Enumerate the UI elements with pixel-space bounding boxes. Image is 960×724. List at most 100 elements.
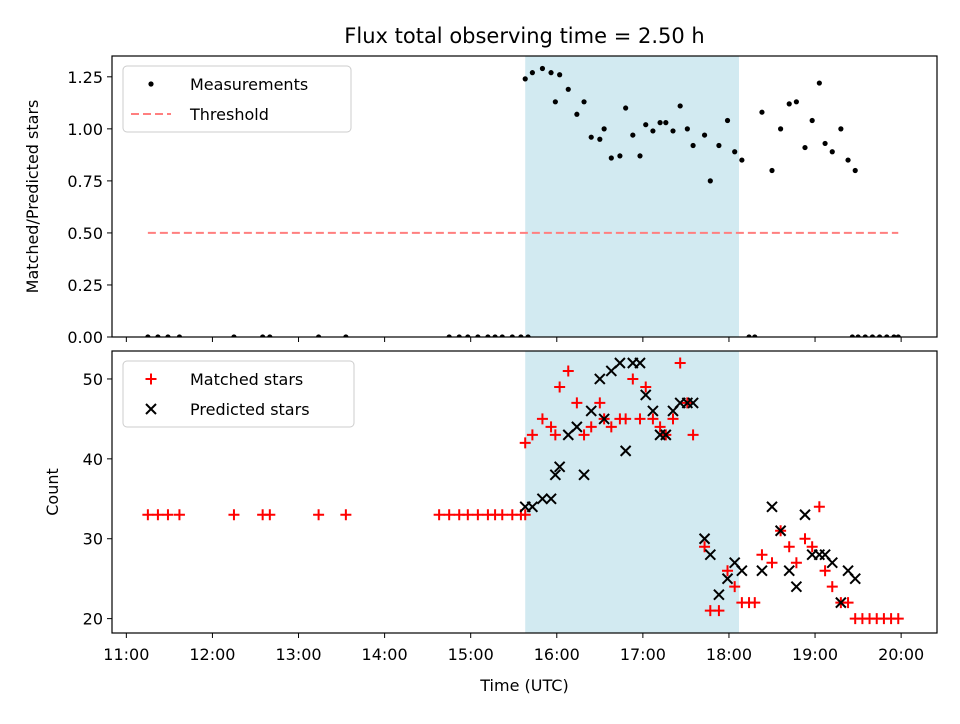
predicted-star-point [766, 501, 778, 513]
ratio-panel: 0.00 0.25 0.50 0.75 1.00 1.25 Matched/Predicte… [23, 55, 938, 347]
predicted-star-point [619, 445, 632, 457]
y-tick-label: 0.75 [67, 172, 103, 191]
x-tick-label: 18:00 [706, 645, 752, 664]
measurement-point [759, 109, 765, 115]
measurement-point [684, 126, 690, 132]
predicted-star-point [790, 580, 803, 593]
measurement-point [809, 117, 815, 124]
measurement-point [485, 334, 491, 337]
x-tick-label: 16:00 [534, 645, 580, 664]
predicted-star-point [660, 429, 672, 441]
matched-star-point [674, 357, 686, 369]
legend: Matched stars Predicted stars [122, 360, 355, 428]
predicted-star-point [835, 596, 847, 609]
x-tick-label: 20:00 [878, 645, 924, 664]
predicted-star-point [553, 461, 566, 473]
predicted-star-point [774, 525, 787, 537]
measurement-point [529, 70, 535, 76]
measurement-point [746, 334, 752, 337]
predicted-star-point [736, 564, 748, 577]
matched-star-point [585, 421, 597, 433]
matched-star-point [340, 509, 352, 521]
measurement-point [522, 76, 528, 82]
legend-label: Measurements [190, 75, 308, 94]
measurement-point [456, 334, 462, 337]
legend-box [122, 360, 355, 428]
measurement-point [895, 334, 901, 337]
matched-star-point [162, 509, 174, 521]
measurement-point [630, 132, 636, 138]
y-axis-label: Matched/Predicted stars [23, 100, 42, 294]
predicted-star-point [585, 405, 597, 417]
measurement-point [637, 153, 643, 159]
measurement-point [786, 101, 792, 107]
matched-star-point [749, 597, 761, 609]
legend-marker-matched [145, 373, 157, 385]
legend-marker-measurements [148, 81, 154, 87]
chart-title: Flux total observing time = 2.50 h [344, 24, 704, 48]
measurement-point [565, 86, 571, 92]
measurement-point [231, 334, 237, 337]
matched-star-point [526, 429, 538, 441]
measurement-point [552, 99, 558, 105]
matched-star-point [627, 373, 639, 385]
x-tick-label: 17:00 [620, 645, 666, 664]
matched-star-point [892, 613, 904, 625]
legend-box [122, 65, 352, 133]
matched-star-point [142, 509, 154, 521]
measurement-point [557, 72, 563, 78]
measurement-point [829, 149, 835, 155]
predicted-star-point [571, 421, 583, 433]
measurement-point [707, 178, 713, 184]
matched-star-point [562, 365, 574, 377]
y-tick-label: 20 [83, 610, 103, 629]
matched-star-point [496, 509, 508, 521]
measurement-point [176, 334, 183, 337]
matched-star-point [640, 381, 652, 393]
matched-star-point [578, 429, 590, 441]
measurement-point [539, 65, 546, 72]
predicted-star-point [578, 469, 590, 481]
matched-star-point [647, 413, 659, 425]
predicted-star-point [698, 533, 711, 545]
matched-star-point [264, 509, 276, 521]
predicted-star-point [826, 556, 838, 569]
matched-star-point [799, 533, 811, 545]
measurement-point [608, 155, 614, 161]
measurement-point [343, 334, 349, 337]
y-tick-label: 30 [83, 530, 103, 549]
matched-star-point [783, 541, 795, 553]
matched-star-point [549, 429, 561, 441]
legend: Measurements Threshold [122, 65, 352, 133]
measurement-point [548, 70, 554, 76]
matched-star-point [729, 581, 741, 593]
predicted-star-point [647, 405, 659, 417]
matched-star-point [443, 509, 455, 521]
measurement-point [597, 136, 603, 142]
matched-star-point [433, 509, 445, 521]
predicted-star-point [704, 549, 717, 561]
measurement-point [643, 122, 649, 128]
predicted-star-point [640, 389, 652, 401]
measurement-point [701, 132, 708, 138]
observing-window [525, 56, 739, 337]
matched-star-point [173, 509, 185, 521]
measurement-point [260, 334, 266, 337]
measurement-point [617, 153, 623, 159]
measurement-point [670, 128, 676, 134]
matched-star-point [713, 605, 725, 617]
x-tick-label: 11:00 [103, 645, 149, 664]
count-panel: 20 30 40 50 11:00 12:00 13:00 14:00 15:00 16:00 17… [43, 350, 938, 695]
measurement-point [155, 334, 161, 337]
matched-star-point [152, 509, 164, 521]
measurement-point [838, 126, 844, 132]
matched-star-point [313, 509, 325, 521]
measurement-point [316, 334, 322, 337]
predicted-star-point [594, 373, 606, 385]
y-tick-label: 0.00 [67, 328, 103, 347]
matched-star-point [536, 413, 548, 425]
measurement-point [267, 334, 273, 337]
data-marks [142, 357, 904, 625]
measurement-point [581, 99, 587, 105]
